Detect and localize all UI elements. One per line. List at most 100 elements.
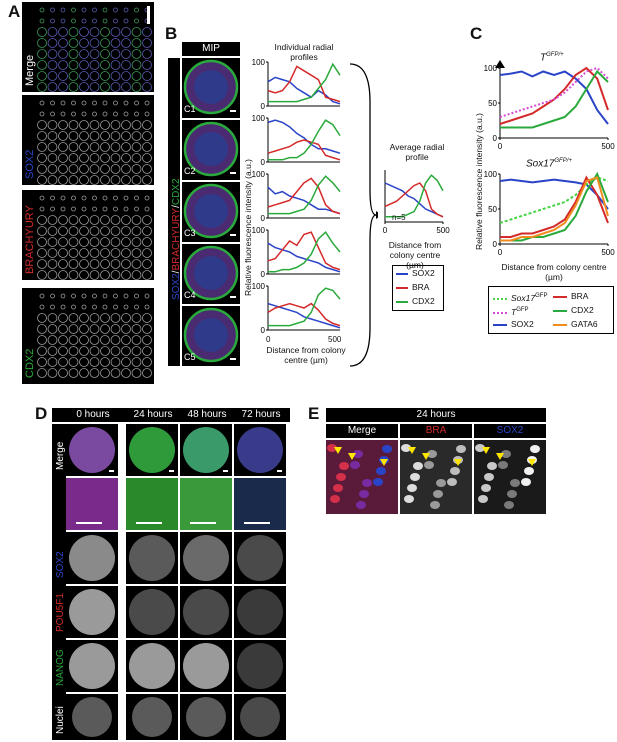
colony: [50, 18, 55, 24]
colony-disc: [129, 643, 175, 689]
colony: [129, 589, 175, 635]
colony-disc: [237, 427, 283, 473]
colony: [89, 215, 100, 225]
panel-d-image-r0-c2: [180, 424, 232, 476]
colony: [123, 100, 129, 106]
colony: [110, 27, 121, 37]
colony: [50, 206, 55, 212]
arrowhead-icon: [482, 447, 490, 454]
colony-disc: [69, 427, 115, 473]
colony-disc: [237, 589, 283, 635]
colony: [144, 304, 150, 310]
colony: [39, 7, 45, 13]
y-tick-label: 100: [252, 114, 266, 123]
colony: [79, 131, 89, 141]
panel-d-row-label-0: Merge: [55, 441, 66, 470]
colony: [237, 427, 283, 473]
colony: [131, 368, 142, 378]
panel-d-image-r2-c2: [180, 532, 232, 584]
y-tick-label: 0: [493, 134, 498, 143]
colony: [123, 18, 129, 24]
cell-nucleus: [376, 467, 386, 475]
panel-d-row-label-2: POU5F1: [55, 593, 66, 632]
colony: [110, 324, 121, 334]
colony: [121, 175, 131, 185]
colony: [79, 215, 89, 225]
colony: [37, 38, 47, 48]
colony: [110, 346, 121, 356]
colony: [102, 7, 108, 13]
colony-disc: [183, 307, 239, 363]
colony: [37, 357, 47, 367]
arrowhead-icon: [380, 459, 388, 466]
panel-b-xlabel: Distance from colony centre (µm): [266, 345, 346, 365]
y-tick-label: 100: [252, 170, 266, 179]
colony: [37, 270, 47, 280]
panel-d-image-r5-c3: [234, 694, 286, 740]
colony: [110, 49, 121, 59]
colony: [113, 206, 118, 212]
colony: [79, 259, 89, 269]
panel-a-row-label: SOX2: [24, 149, 36, 179]
cell-nucleus: [498, 461, 508, 469]
colony: [89, 313, 100, 323]
cell-nucleus: [404, 495, 414, 503]
cell-nucleus: [401, 444, 411, 452]
cell-nucleus: [521, 478, 531, 486]
colony: [121, 335, 131, 345]
colony: [186, 697, 226, 737]
colony: [113, 304, 118, 310]
colony: [68, 335, 79, 345]
series-cdx2: [268, 287, 341, 327]
colony: [72, 697, 112, 737]
colony: [110, 215, 121, 225]
colony: [50, 111, 55, 117]
scale-bar: [136, 522, 162, 524]
chart-B-C1: 0 100: [252, 58, 341, 111]
y-tick-label: 0: [261, 326, 266, 335]
y-tick-label: 100: [252, 226, 266, 235]
colony: [79, 38, 89, 48]
colony: [71, 7, 76, 13]
colony: [68, 153, 79, 163]
colony: [60, 293, 66, 299]
panel-d-image-r1-c3: [234, 478, 286, 530]
panel-e-title: 24 hours: [326, 408, 546, 422]
colony: [110, 153, 121, 163]
colony: [102, 293, 108, 299]
colony: [121, 259, 131, 269]
colony: [110, 175, 121, 185]
colony: [142, 60, 152, 70]
series-bra: [384, 182, 444, 218]
colony: [37, 368, 47, 378]
panel-d-image-r1-c0: [66, 478, 118, 530]
colony: [142, 215, 152, 225]
colony: [142, 226, 152, 236]
cell-nucleus: [530, 445, 540, 453]
series-bra: [267, 177, 341, 215]
colony-disc: [183, 589, 229, 635]
y-tick-label: 100: [484, 170, 498, 179]
side-label-bra: BRACHYURY: [171, 207, 182, 271]
colony-disc: [183, 643, 229, 689]
colony: [37, 60, 47, 70]
x-tick-label: 500: [601, 248, 615, 257]
panel-d-image-r2-c0: [66, 532, 118, 584]
colony: [142, 142, 152, 152]
cells: [475, 444, 540, 509]
series-cdx2: [500, 171, 609, 242]
colony: [110, 313, 121, 323]
colony: [68, 215, 79, 225]
panel-b-legend: SOX2 BRA CDX2: [392, 265, 444, 311]
y-tick-label: 50: [488, 205, 497, 214]
colony: [58, 215, 68, 225]
colony: [89, 38, 100, 48]
panel-e-col-header-1: BRA: [400, 424, 472, 438]
colony: [50, 100, 55, 106]
colony-disc: [132, 697, 172, 737]
colony-image-c5: C5: [182, 306, 240, 366]
cell-nucleus: [478, 495, 488, 503]
panel-d-header-bar: [52, 408, 290, 422]
panel-d-image-r5-c0: [66, 694, 118, 740]
colony: [71, 293, 76, 299]
